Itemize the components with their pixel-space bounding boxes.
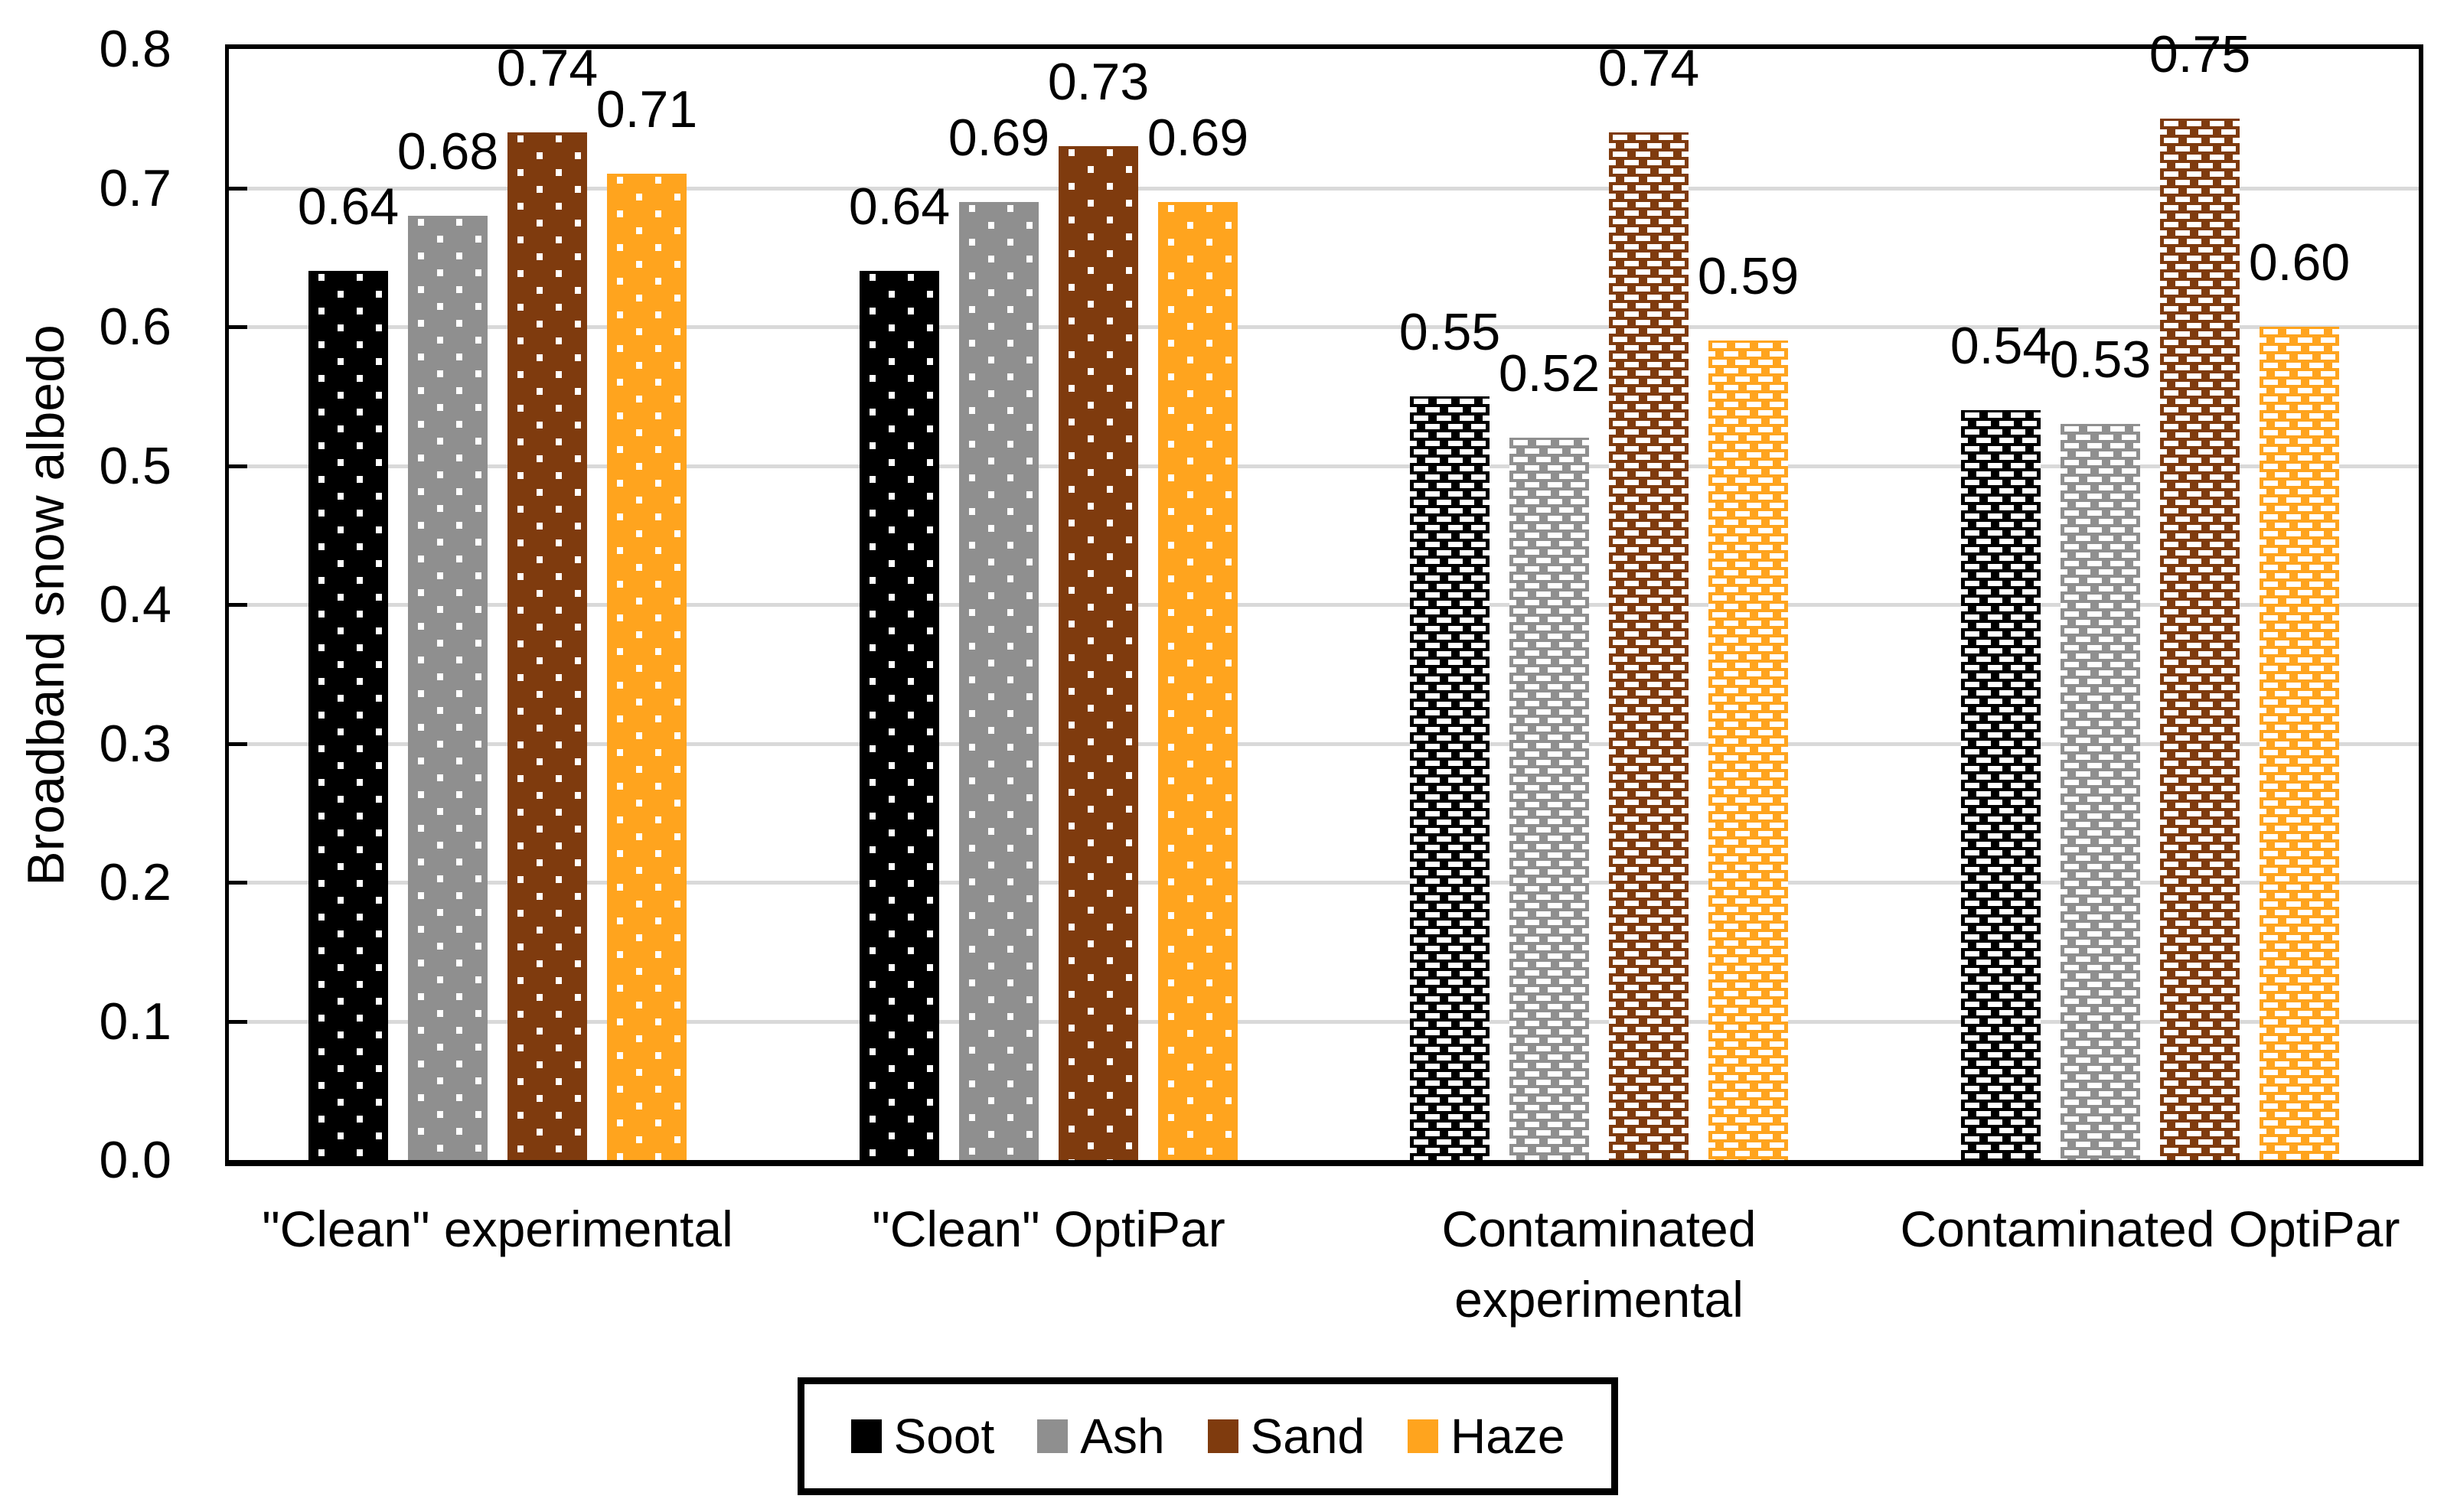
y-tick-label: 0.3 <box>99 715 171 773</box>
value-label-sand-clean-experimental: 0.74 <box>496 39 599 97</box>
y-tick-label: 0.6 <box>99 298 171 356</box>
category-label-line: experimental <box>1454 1271 1744 1328</box>
legend-swatch-haze <box>1408 1419 1438 1453</box>
category-label-contaminated-experimental: Contaminated experimental <box>1308 1194 1890 1334</box>
value-label-haze-contaminated-optipar: 0.60 <box>2248 233 2351 292</box>
value-label-haze-contaminated-experimental: 0.59 <box>1697 247 1800 305</box>
y-gridline <box>229 1020 2419 1024</box>
y-tick-label: 0.2 <box>99 853 171 911</box>
value-label-haze-clean-optipar: 0.69 <box>1147 109 1249 167</box>
legend-label: Soot <box>893 1409 995 1464</box>
value-label-ash-clean-experimental: 0.68 <box>396 122 499 181</box>
value-label-sand-contaminated-optipar: 0.75 <box>2149 25 2251 83</box>
value-label-ash-clean-optipar: 0.69 <box>948 109 1050 167</box>
value-label-soot-clean-experimental: 0.64 <box>297 178 400 236</box>
y-tick <box>229 464 247 468</box>
y-tick <box>229 742 247 746</box>
bar-ash-clean-experimental <box>408 216 488 1160</box>
bar-haze-contaminated-experimental <box>1708 341 1788 1160</box>
legend-entry-soot: Soot <box>850 1409 995 1464</box>
legend-label: Sand <box>1250 1409 1365 1464</box>
legend-entry-sand: Sand <box>1207 1409 1365 1464</box>
bar-soot-contaminated-experimental <box>1410 396 1490 1160</box>
bar-sand-contaminated-optipar <box>2160 119 2240 1160</box>
bar-sand-contaminated-experimental <box>1609 132 1689 1160</box>
bar-soot-clean-experimental <box>308 271 388 1160</box>
value-label-haze-clean-experimental: 0.71 <box>596 80 698 138</box>
y-gridline <box>229 881 2419 885</box>
value-label-sand-contaminated-experimental: 0.74 <box>1597 39 1700 97</box>
bar-ash-clean-optipar <box>959 202 1039 1160</box>
y-tick-label: 0.7 <box>99 159 171 217</box>
category-label-clean-experimental: "Clean" experimental <box>207 1194 788 1264</box>
legend-swatch-sand <box>1207 1419 1238 1453</box>
legend-swatch-ash <box>1037 1419 1069 1453</box>
y-gridline <box>229 187 2419 191</box>
legend-label: Ash <box>1080 1409 1165 1464</box>
bar-haze-clean-experimental <box>607 174 687 1160</box>
category-label-contaminated-optipar: Contaminated OptiPar <box>1859 1194 2441 1264</box>
category-label-line: Contaminated <box>1441 1201 1757 1257</box>
plot-area <box>225 44 2423 1166</box>
bar-sand-clean-experimental <box>507 132 587 1160</box>
bar-soot-clean-optipar <box>860 271 939 1160</box>
y-tick-label: 0.5 <box>99 437 171 495</box>
y-tick <box>229 1020 247 1024</box>
y-tick-label: 0.8 <box>99 20 171 78</box>
legend-label: Haze <box>1450 1409 1565 1464</box>
y-gridline <box>229 325 2419 329</box>
y-tick-label: 0.1 <box>99 992 171 1051</box>
category-label-clean-optipar: "Clean" OptiPar <box>758 1194 1339 1264</box>
category-label-line: "Clean" experimental <box>262 1201 733 1257</box>
bar-ash-contaminated-experimental <box>1509 438 1589 1160</box>
y-tick <box>229 881 247 885</box>
legend-entry-ash: Ash <box>1037 1409 1165 1464</box>
value-label-ash-contaminated-optipar: 0.53 <box>2049 331 2152 389</box>
bar-haze-clean-optipar <box>1158 202 1238 1160</box>
category-label-line: Contaminated OptiPar <box>1900 1201 2400 1257</box>
y-tick-label: 0.4 <box>99 575 171 634</box>
y-tick <box>229 325 247 329</box>
bar-sand-clean-optipar <box>1059 146 1138 1160</box>
bar-haze-contaminated-optipar <box>2260 327 2339 1160</box>
bar-ash-contaminated-optipar <box>2061 424 2140 1160</box>
category-label-line: "Clean" OptiPar <box>872 1201 1225 1257</box>
y-tick <box>229 603 247 607</box>
y-gridline <box>229 603 2419 607</box>
y-gridline <box>229 464 2419 468</box>
bar-soot-contaminated-optipar <box>1961 410 2041 1160</box>
y-tick <box>229 187 247 191</box>
legend: Soot Ash Sand Haze <box>798 1377 1618 1495</box>
legend-swatch-soot <box>850 1419 882 1453</box>
y-tick-label: 0.0 <box>99 1131 171 1189</box>
y-gridline <box>229 742 2419 746</box>
legend-entry-haze: Haze <box>1408 1412 1565 1461</box>
value-label-soot-contaminated-experimental: 0.55 <box>1398 303 1501 361</box>
value-label-sand-clean-optipar: 0.73 <box>1047 53 1150 111</box>
value-label-soot-clean-optipar: 0.64 <box>848 178 951 236</box>
value-label-soot-contaminated-optipar: 0.54 <box>1950 317 2052 375</box>
value-label-ash-contaminated-experimental: 0.52 <box>1498 344 1601 402</box>
